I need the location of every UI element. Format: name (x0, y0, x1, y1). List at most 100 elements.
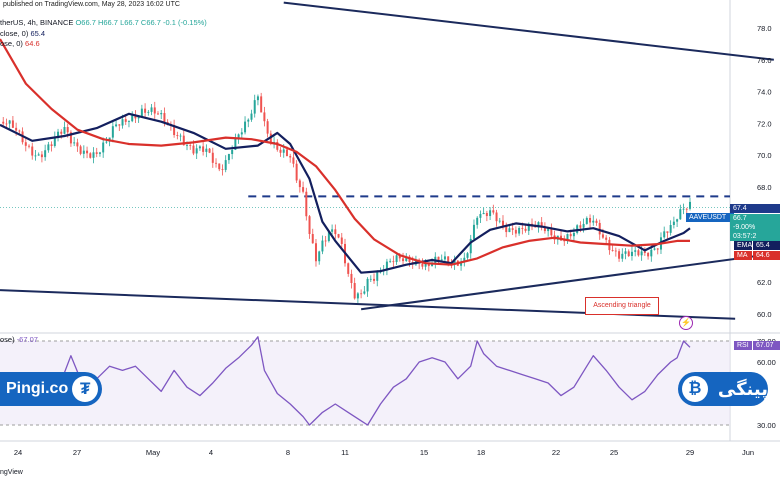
candle-body (392, 261, 395, 263)
candle-body (221, 169, 224, 171)
candle-body (40, 154, 43, 158)
candle-body (256, 96, 259, 101)
candle-body (308, 216, 311, 235)
candle-body (244, 121, 247, 133)
time-tick-label: 22 (552, 448, 560, 457)
candle-body (205, 148, 208, 152)
candle-body (492, 210, 495, 213)
candle-body (47, 144, 50, 151)
candle-body (95, 152, 98, 154)
candle-body (421, 263, 424, 267)
candle-body (15, 127, 18, 131)
price-tick-label: 70.0 (757, 151, 772, 160)
pingi-brand-persian: پینگی (717, 378, 768, 400)
candle-body (569, 234, 572, 237)
candle-body (140, 108, 143, 117)
candle-body (234, 138, 237, 150)
lightning-icon[interactable]: ⚡ (679, 316, 693, 330)
candle-body (202, 146, 205, 152)
candle-body (585, 217, 588, 224)
ma-legend-value: 64.6 (25, 39, 40, 48)
candle-body (350, 273, 353, 284)
candle-body (231, 149, 234, 155)
ema-tag-pill: EMA (734, 241, 752, 250)
candle-body (611, 250, 614, 251)
candle-body (682, 208, 685, 210)
candle-body (643, 251, 646, 254)
candle-body (501, 220, 504, 226)
candle-body (266, 121, 269, 134)
candle-body (227, 154, 230, 161)
ma-line (0, 38, 690, 266)
last-price-pill: 66.7 (730, 214, 780, 223)
ma-val-pill: 64.6 (753, 251, 780, 260)
candle-body (369, 278, 372, 280)
candle-body (253, 100, 256, 114)
candle-body (511, 228, 514, 230)
candle-body (672, 221, 675, 226)
candle-body (282, 149, 285, 153)
candle-body (489, 210, 492, 217)
candle-body (453, 260, 456, 265)
candle-body (79, 146, 82, 154)
candle-body (24, 142, 27, 146)
candle-body (334, 229, 337, 235)
candle-body (137, 116, 140, 119)
candle-body (424, 263, 427, 267)
candle-body (385, 261, 388, 271)
candle-body (640, 251, 643, 256)
candle-body (447, 256, 450, 264)
candle-body (353, 283, 356, 299)
candle-body (666, 231, 669, 233)
candle-body (150, 107, 153, 112)
candle-body (176, 135, 179, 136)
candle-body (598, 222, 601, 235)
candle-body (53, 137, 56, 146)
candle-body (82, 150, 85, 154)
candle-body (592, 220, 595, 223)
candle-body (240, 132, 243, 135)
candle-body (160, 113, 163, 115)
ma-legend-label: ose, 0) (0, 39, 23, 48)
candle-body (405, 256, 408, 262)
candle-body (327, 231, 330, 242)
candle-body (173, 125, 176, 136)
candle-body (298, 180, 301, 188)
candle-body (669, 225, 672, 233)
candle-body (360, 293, 363, 295)
time-tick-label: 8 (286, 448, 290, 457)
candle-body (624, 251, 627, 254)
candle-body (289, 156, 292, 158)
candle-body (69, 132, 72, 144)
candle-body (347, 263, 350, 274)
price-tick-label: 62.0 (757, 278, 772, 287)
time-tick-label: 11 (341, 448, 349, 457)
candle-body (402, 258, 405, 262)
rsi-path (0, 336, 691, 426)
price-tick-label: 78.0 (757, 24, 772, 33)
candle-body (153, 107, 156, 114)
candle-body (589, 217, 592, 223)
candle-body (521, 227, 524, 229)
candle-body (18, 130, 21, 132)
candle-body (302, 187, 305, 192)
candle-body (685, 208, 688, 210)
candle-body (285, 149, 288, 157)
ema-legend-value: 65.4 (30, 29, 46, 38)
candle-body (127, 121, 130, 122)
candle-body (482, 213, 485, 215)
rsi-band (0, 341, 730, 425)
candle-body (431, 263, 434, 267)
candle-body (192, 145, 195, 154)
bitcoin-icon: ₿ (682, 376, 708, 402)
candle-body (563, 240, 566, 242)
candle-body (121, 119, 124, 126)
candle-body (524, 228, 527, 231)
candle-body (647, 253, 650, 257)
candle-body (356, 293, 359, 299)
candle-body (37, 154, 40, 156)
candle-body (582, 223, 585, 228)
candle-body (156, 113, 159, 115)
time-tick-label: 15 (420, 448, 428, 457)
candle-body (479, 214, 482, 218)
